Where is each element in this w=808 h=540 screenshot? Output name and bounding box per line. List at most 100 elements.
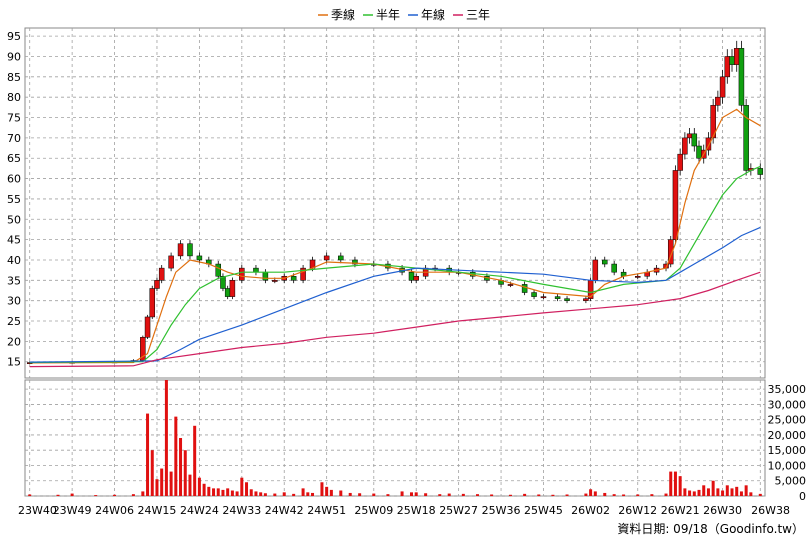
x-tick-label-16: 26W30 bbox=[703, 504, 742, 517]
volume-bar-27 bbox=[240, 477, 244, 496]
volume-bar-33 bbox=[273, 493, 277, 496]
volume-bar-5 bbox=[131, 494, 135, 496]
volume-bar-37 bbox=[306, 492, 310, 496]
volume-bar-28 bbox=[245, 482, 249, 496]
ma-line-1 bbox=[29, 165, 761, 364]
volume-bar-18 bbox=[197, 477, 201, 496]
volume-bar-17 bbox=[193, 425, 197, 496]
volume-bar-4 bbox=[113, 494, 117, 496]
volume-bar-11 bbox=[164, 380, 168, 496]
candle-body-9 bbox=[168, 255, 174, 269]
volume-bar-10 bbox=[160, 468, 164, 496]
volume-bar-3 bbox=[94, 495, 98, 496]
x-tick-label-11: 25W36 bbox=[482, 504, 521, 517]
ma-line-2 bbox=[29, 226, 761, 363]
volume-bar-21 bbox=[212, 488, 216, 496]
volume-bar-85 bbox=[739, 491, 743, 496]
price-tick-label-6: 45 bbox=[7, 234, 21, 247]
volume-bar-2 bbox=[70, 493, 74, 496]
volume-bar-52 bbox=[447, 493, 451, 496]
candle-body-72 bbox=[738, 48, 745, 106]
x-tick-label-13: 26W02 bbox=[571, 504, 610, 517]
x-tick-label-12: 25W45 bbox=[524, 504, 563, 517]
price-tick-label-13: 80 bbox=[7, 91, 21, 104]
volume-bar-43 bbox=[348, 492, 352, 496]
volume-bar-81 bbox=[721, 490, 725, 496]
candle-body-42 bbox=[521, 284, 528, 293]
volume-bar-75 bbox=[692, 491, 696, 496]
volume-bar-41 bbox=[329, 489, 333, 496]
volume-bar-77 bbox=[702, 485, 706, 496]
data-date-note: 資料日期: 09/18（Goodinfo.tw） bbox=[617, 522, 804, 536]
volume-bar-29 bbox=[249, 489, 253, 496]
volume-bar-24 bbox=[226, 488, 230, 496]
candle-body-6 bbox=[149, 288, 156, 318]
volume-bar-54 bbox=[475, 494, 479, 496]
volume-bar-78 bbox=[706, 488, 710, 496]
volume-bar-51 bbox=[438, 494, 442, 496]
price-grid bbox=[24, 27, 766, 379]
volume-bar-69 bbox=[664, 493, 668, 496]
candle-body-41 bbox=[507, 284, 514, 286]
volume-bar-19 bbox=[202, 483, 206, 496]
x-tick-label-8: 25W09 bbox=[354, 504, 393, 517]
x-tick-label-14: 26W12 bbox=[618, 504, 657, 517]
volume-bar-31 bbox=[259, 492, 263, 496]
candle-body-8 bbox=[158, 267, 165, 281]
price-tick-label-11: 70 bbox=[7, 132, 21, 145]
candle-body-66 bbox=[710, 105, 716, 139]
volume-bar-60 bbox=[565, 494, 569, 496]
x-tick-label-10: 25W27 bbox=[439, 504, 478, 517]
volume-bar-0 bbox=[28, 494, 32, 496]
candle-body-17 bbox=[229, 280, 236, 297]
candle-body-14 bbox=[215, 263, 221, 277]
candle-body-43 bbox=[531, 292, 537, 297]
candle-body-32 bbox=[408, 271, 415, 281]
candle-body-71 bbox=[733, 48, 740, 65]
volume-bar-55 bbox=[490, 494, 494, 496]
legend-label-2: 年線 bbox=[421, 7, 445, 22]
volume-bar-70 bbox=[669, 471, 673, 496]
candle-body-46 bbox=[564, 298, 570, 301]
candle-body-62 bbox=[691, 133, 698, 147]
legend-label-3: 三年 bbox=[466, 8, 490, 22]
candle-body-11 bbox=[187, 243, 193, 257]
volume-bar-16 bbox=[188, 474, 192, 496]
price-axis: 15 20 25 30 35 40 45 50 55 60 65 70 75 80 85 90 95 bbox=[7, 30, 21, 369]
volume-bar-45 bbox=[372, 493, 376, 496]
legend-label-0: 季線 bbox=[331, 7, 355, 22]
candle-body-16 bbox=[224, 288, 231, 297]
volume-bar-40 bbox=[325, 486, 329, 496]
volume-tick-label-6: 30,000 bbox=[768, 398, 807, 411]
volume-bar-59 bbox=[551, 494, 555, 496]
candle-body-58 bbox=[672, 170, 679, 240]
volume-tick-label-3: 15,000 bbox=[768, 444, 807, 457]
volume-bar-67 bbox=[636, 494, 640, 496]
candle-body-68 bbox=[719, 76, 726, 98]
volume-bar-72 bbox=[678, 476, 682, 496]
x-tick-label-3: 24W15 bbox=[138, 504, 177, 517]
volume-tick-label-1: 5,000 bbox=[775, 475, 807, 488]
price-tick-label-16: 95 bbox=[7, 30, 21, 43]
volume-bar-23 bbox=[221, 489, 225, 496]
volume-bar-87 bbox=[749, 492, 753, 496]
volume-bar-44 bbox=[358, 493, 362, 496]
volume-bar-1 bbox=[56, 494, 60, 496]
volume-bar-42 bbox=[339, 490, 343, 496]
x-tick-label-17: 26W38 bbox=[751, 504, 790, 517]
candle-body-65 bbox=[705, 137, 712, 151]
volume-bar-73 bbox=[683, 488, 687, 496]
volume-bar-32 bbox=[263, 493, 267, 496]
candle-body-60 bbox=[682, 137, 688, 155]
candle-body-24 bbox=[300, 267, 306, 281]
x-tick-label-7: 24W51 bbox=[307, 504, 346, 517]
volume-bar-80 bbox=[716, 488, 720, 496]
volume-bar-68 bbox=[650, 494, 654, 496]
x-tick-label-1: 23W49 bbox=[53, 504, 92, 517]
volume-bar-9 bbox=[155, 479, 159, 496]
volume-bar-71 bbox=[673, 471, 677, 496]
price-tick-label-8: 55 bbox=[7, 193, 21, 206]
candle-body-57 bbox=[667, 239, 674, 265]
volume-tick-label-2: 10,000 bbox=[768, 459, 807, 472]
candle-body-70 bbox=[729, 56, 735, 65]
